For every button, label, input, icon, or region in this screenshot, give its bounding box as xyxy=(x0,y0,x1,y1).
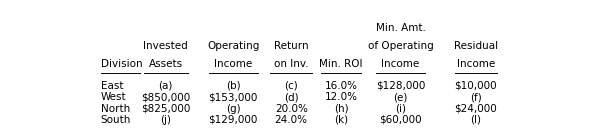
Text: 12.0%: 12.0% xyxy=(325,92,358,102)
Text: South: South xyxy=(101,115,131,125)
Text: 20.0%: 20.0% xyxy=(275,104,308,114)
Text: $24,000: $24,000 xyxy=(454,104,497,114)
Text: (j): (j) xyxy=(160,115,171,125)
Text: 16.0%: 16.0% xyxy=(325,81,358,91)
Text: (e): (e) xyxy=(394,92,407,102)
Text: (a): (a) xyxy=(158,81,173,91)
Text: (k): (k) xyxy=(334,115,348,125)
Text: Return: Return xyxy=(274,41,308,51)
Text: of Operating: of Operating xyxy=(368,41,433,51)
Text: (f): (f) xyxy=(470,92,482,102)
Text: $825,000: $825,000 xyxy=(141,104,190,114)
Text: (b): (b) xyxy=(226,81,241,91)
Text: Income: Income xyxy=(382,59,419,69)
Text: Operating: Operating xyxy=(207,41,259,51)
Text: Assets: Assets xyxy=(149,59,183,69)
Text: Residual: Residual xyxy=(454,41,498,51)
Text: (d): (d) xyxy=(284,92,299,102)
Text: (i): (i) xyxy=(395,104,406,114)
Text: (h): (h) xyxy=(334,104,348,114)
Text: (g): (g) xyxy=(226,104,241,114)
Text: East: East xyxy=(101,81,123,91)
Text: $10,000: $10,000 xyxy=(455,81,497,91)
Text: $128,000: $128,000 xyxy=(376,81,425,91)
Text: $850,000: $850,000 xyxy=(141,92,190,102)
Text: Division: Division xyxy=(101,59,142,69)
Text: $153,000: $153,000 xyxy=(208,92,258,102)
Text: (l): (l) xyxy=(470,115,481,125)
Text: (c): (c) xyxy=(284,81,298,91)
Text: Min. Amt.: Min. Amt. xyxy=(376,23,425,33)
Text: West: West xyxy=(101,92,126,102)
Text: 24.0%: 24.0% xyxy=(275,115,308,125)
Text: $60,000: $60,000 xyxy=(379,115,422,125)
Text: Invested: Invested xyxy=(143,41,188,51)
Text: Min. ROI: Min. ROI xyxy=(319,59,363,69)
Text: North: North xyxy=(101,104,130,114)
Text: Income: Income xyxy=(457,59,495,69)
Text: $129,000: $129,000 xyxy=(208,115,258,125)
Text: on Inv.: on Inv. xyxy=(274,59,308,69)
Text: Income: Income xyxy=(214,59,252,69)
